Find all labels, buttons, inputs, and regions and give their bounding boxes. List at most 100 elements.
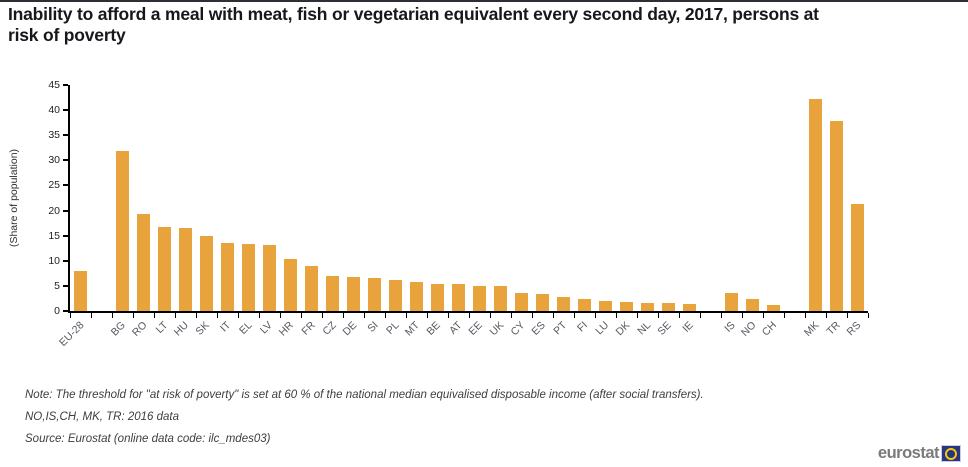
x-label-LT: LT	[153, 319, 171, 336]
x-tick	[363, 313, 365, 318]
x-tick	[615, 313, 617, 318]
bar-EL	[242, 244, 255, 311]
bar-NL	[641, 302, 654, 311]
x-tick	[468, 313, 470, 318]
x-tick	[867, 313, 869, 318]
x-tick	[321, 313, 323, 318]
x-label-LV: LV	[258, 319, 276, 337]
y-tick-label: 35	[48, 129, 60, 142]
x-tick	[195, 313, 197, 318]
bar-NO	[746, 298, 759, 311]
x-tick	[300, 313, 302, 318]
chart-title: Inability to afford a meal with meat, fi…	[8, 4, 960, 46]
x-label-NL: NL	[635, 319, 654, 338]
x-label-LU: LU	[593, 319, 612, 338]
x-tick	[783, 313, 785, 318]
x-label-PT: PT	[551, 319, 570, 338]
x-label-ES: ES	[529, 319, 549, 338]
bar-CY	[515, 292, 528, 311]
x-tick	[720, 313, 722, 318]
bar-RO	[137, 214, 150, 311]
y-tick-label: 0	[54, 305, 60, 317]
x-tick	[342, 313, 344, 318]
bar-LT	[158, 227, 171, 311]
bar-ES	[536, 293, 549, 311]
x-label-IE: IE	[679, 319, 696, 335]
x-label-CZ: CZ	[319, 319, 339, 338]
x-label-BG: BG	[109, 319, 129, 339]
x-label-CY: CY	[508, 319, 528, 339]
x-tick	[90, 313, 92, 318]
x-tick	[489, 313, 491, 318]
x-tick	[426, 313, 428, 318]
x-tick	[552, 313, 554, 318]
x-label-EU-28: EU-28	[56, 319, 87, 349]
y-tick	[63, 134, 68, 137]
y-tick	[63, 234, 68, 237]
x-label-AT: AT	[446, 319, 465, 337]
x-tick	[594, 313, 596, 318]
y-tick-label: 45	[48, 79, 60, 91]
x-tick	[384, 313, 386, 318]
x-label-CH: CH	[760, 319, 780, 339]
bar-AT	[452, 284, 465, 311]
bar-DE	[347, 276, 360, 311]
x-label-EL: EL	[236, 319, 255, 337]
x-label-BE: BE	[424, 319, 444, 338]
bar-SE	[662, 303, 675, 311]
x-tick	[762, 313, 764, 318]
y-tick	[63, 109, 68, 112]
bar-MK	[809, 99, 822, 311]
x-label-MK: MK	[801, 319, 822, 339]
bar-RS	[851, 204, 864, 311]
chart-title-line2: risk of poverty	[8, 25, 126, 45]
x-label-MT: MT	[403, 319, 423, 339]
bar-BG	[116, 150, 129, 311]
x-tick	[741, 313, 743, 318]
bar-TR	[830, 120, 843, 311]
note-source: Source: Eurostat (online data code: ilc_…	[25, 433, 271, 445]
y-tick	[63, 259, 68, 262]
x-label-RS: RS	[844, 319, 864, 339]
y-tick	[63, 184, 68, 187]
x-label-HR: HR	[277, 319, 297, 339]
y-tick-label: 5	[54, 279, 60, 292]
eurostat-logo-mark	[941, 445, 961, 462]
x-label-PL: PL	[383, 319, 402, 337]
y-tick-label: 15	[48, 229, 60, 242]
eurostat-logo-text: eurostat	[877, 444, 940, 462]
x-tick	[636, 313, 638, 318]
x-tick	[237, 313, 239, 318]
bar-IT	[221, 243, 234, 311]
x-label-SE: SE	[655, 319, 675, 338]
eurostat-logo: eurostat	[878, 445, 961, 462]
x-label-NO: NO	[738, 319, 759, 339]
x-label-IS: IS	[721, 319, 738, 335]
y-tick-label: 30	[48, 154, 60, 167]
chart-title-line1: Inability to afford a meal with meat, fi…	[8, 4, 819, 24]
x-label-SI: SI	[364, 319, 381, 335]
x-label-FR: FR	[298, 319, 318, 338]
note-threshold: Note: The threshold for "at risk of pove…	[25, 389, 704, 401]
y-tick-label: 10	[48, 254, 60, 267]
x-label-EE: EE	[466, 319, 486, 338]
x-label-IT: IT	[218, 319, 234, 335]
top-border	[0, 0, 968, 2]
y-axis-title-text: (Share of population)	[8, 148, 20, 248]
y-tick-label: 40	[48, 104, 60, 117]
bar-DK	[620, 301, 633, 311]
y-tick	[63, 284, 68, 287]
x-tick	[216, 313, 218, 318]
notes: Note: The threshold for "at risk of pove…	[25, 389, 925, 455]
x-tick	[279, 313, 281, 318]
x-tick	[174, 313, 176, 318]
x-tick	[510, 313, 512, 318]
x-tick	[111, 313, 113, 318]
bar-EE	[473, 285, 486, 311]
eu-ring-icon	[945, 447, 957, 460]
y-tick-label: 20	[48, 204, 60, 217]
y-tick	[63, 84, 68, 86]
x-label-HU: HU	[172, 319, 192, 339]
x-tick	[405, 313, 407, 318]
x-label-FI: FI	[575, 319, 591, 335]
